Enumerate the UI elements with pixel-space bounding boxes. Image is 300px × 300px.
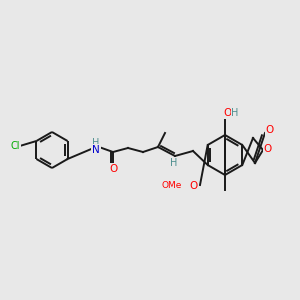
Text: H: H (170, 158, 178, 168)
Text: N: N (92, 145, 100, 155)
Text: O: O (223, 108, 231, 118)
Text: O: O (190, 181, 198, 191)
Text: O: O (109, 164, 117, 174)
Text: O: O (264, 144, 272, 154)
Text: H: H (231, 108, 239, 118)
Text: O: O (266, 125, 274, 135)
Text: OMe: OMe (162, 181, 182, 190)
Text: H: H (92, 138, 100, 148)
Text: Cl: Cl (11, 141, 20, 151)
